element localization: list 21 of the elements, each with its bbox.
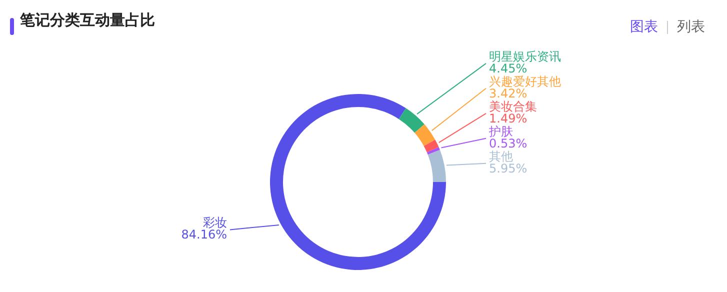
donut-slice (426, 147, 440, 155)
text: 图表 (630, 19, 658, 35)
data-label: 84.16% (181, 228, 227, 242)
slice-label: 其他 (489, 149, 513, 164)
donut-slice (398, 108, 424, 133)
data-label: 4.45% (489, 61, 528, 76)
slice-label: 彩妆 (203, 216, 227, 230)
chart-title: 笔记分类互动量占比 (19, 11, 155, 29)
donut-slice (428, 150, 446, 182)
slice-label: 护肤 (488, 124, 513, 138)
data-label: 1.49% (489, 111, 528, 126)
donut-slice (424, 140, 439, 152)
slice-label: 明星娱乐资讯 (489, 49, 561, 64)
donut-slice (414, 124, 436, 146)
data-label: 5.95% (489, 161, 528, 176)
data-label: 3.42% (489, 86, 528, 100)
donut-slice (270, 94, 446, 270)
slice-label: 兴趣爱好其他 (489, 74, 561, 88)
slice-label: 美妆合集 (489, 99, 537, 114)
text: 列表 (677, 19, 705, 35)
data-label: 0.53% (489, 136, 528, 150)
